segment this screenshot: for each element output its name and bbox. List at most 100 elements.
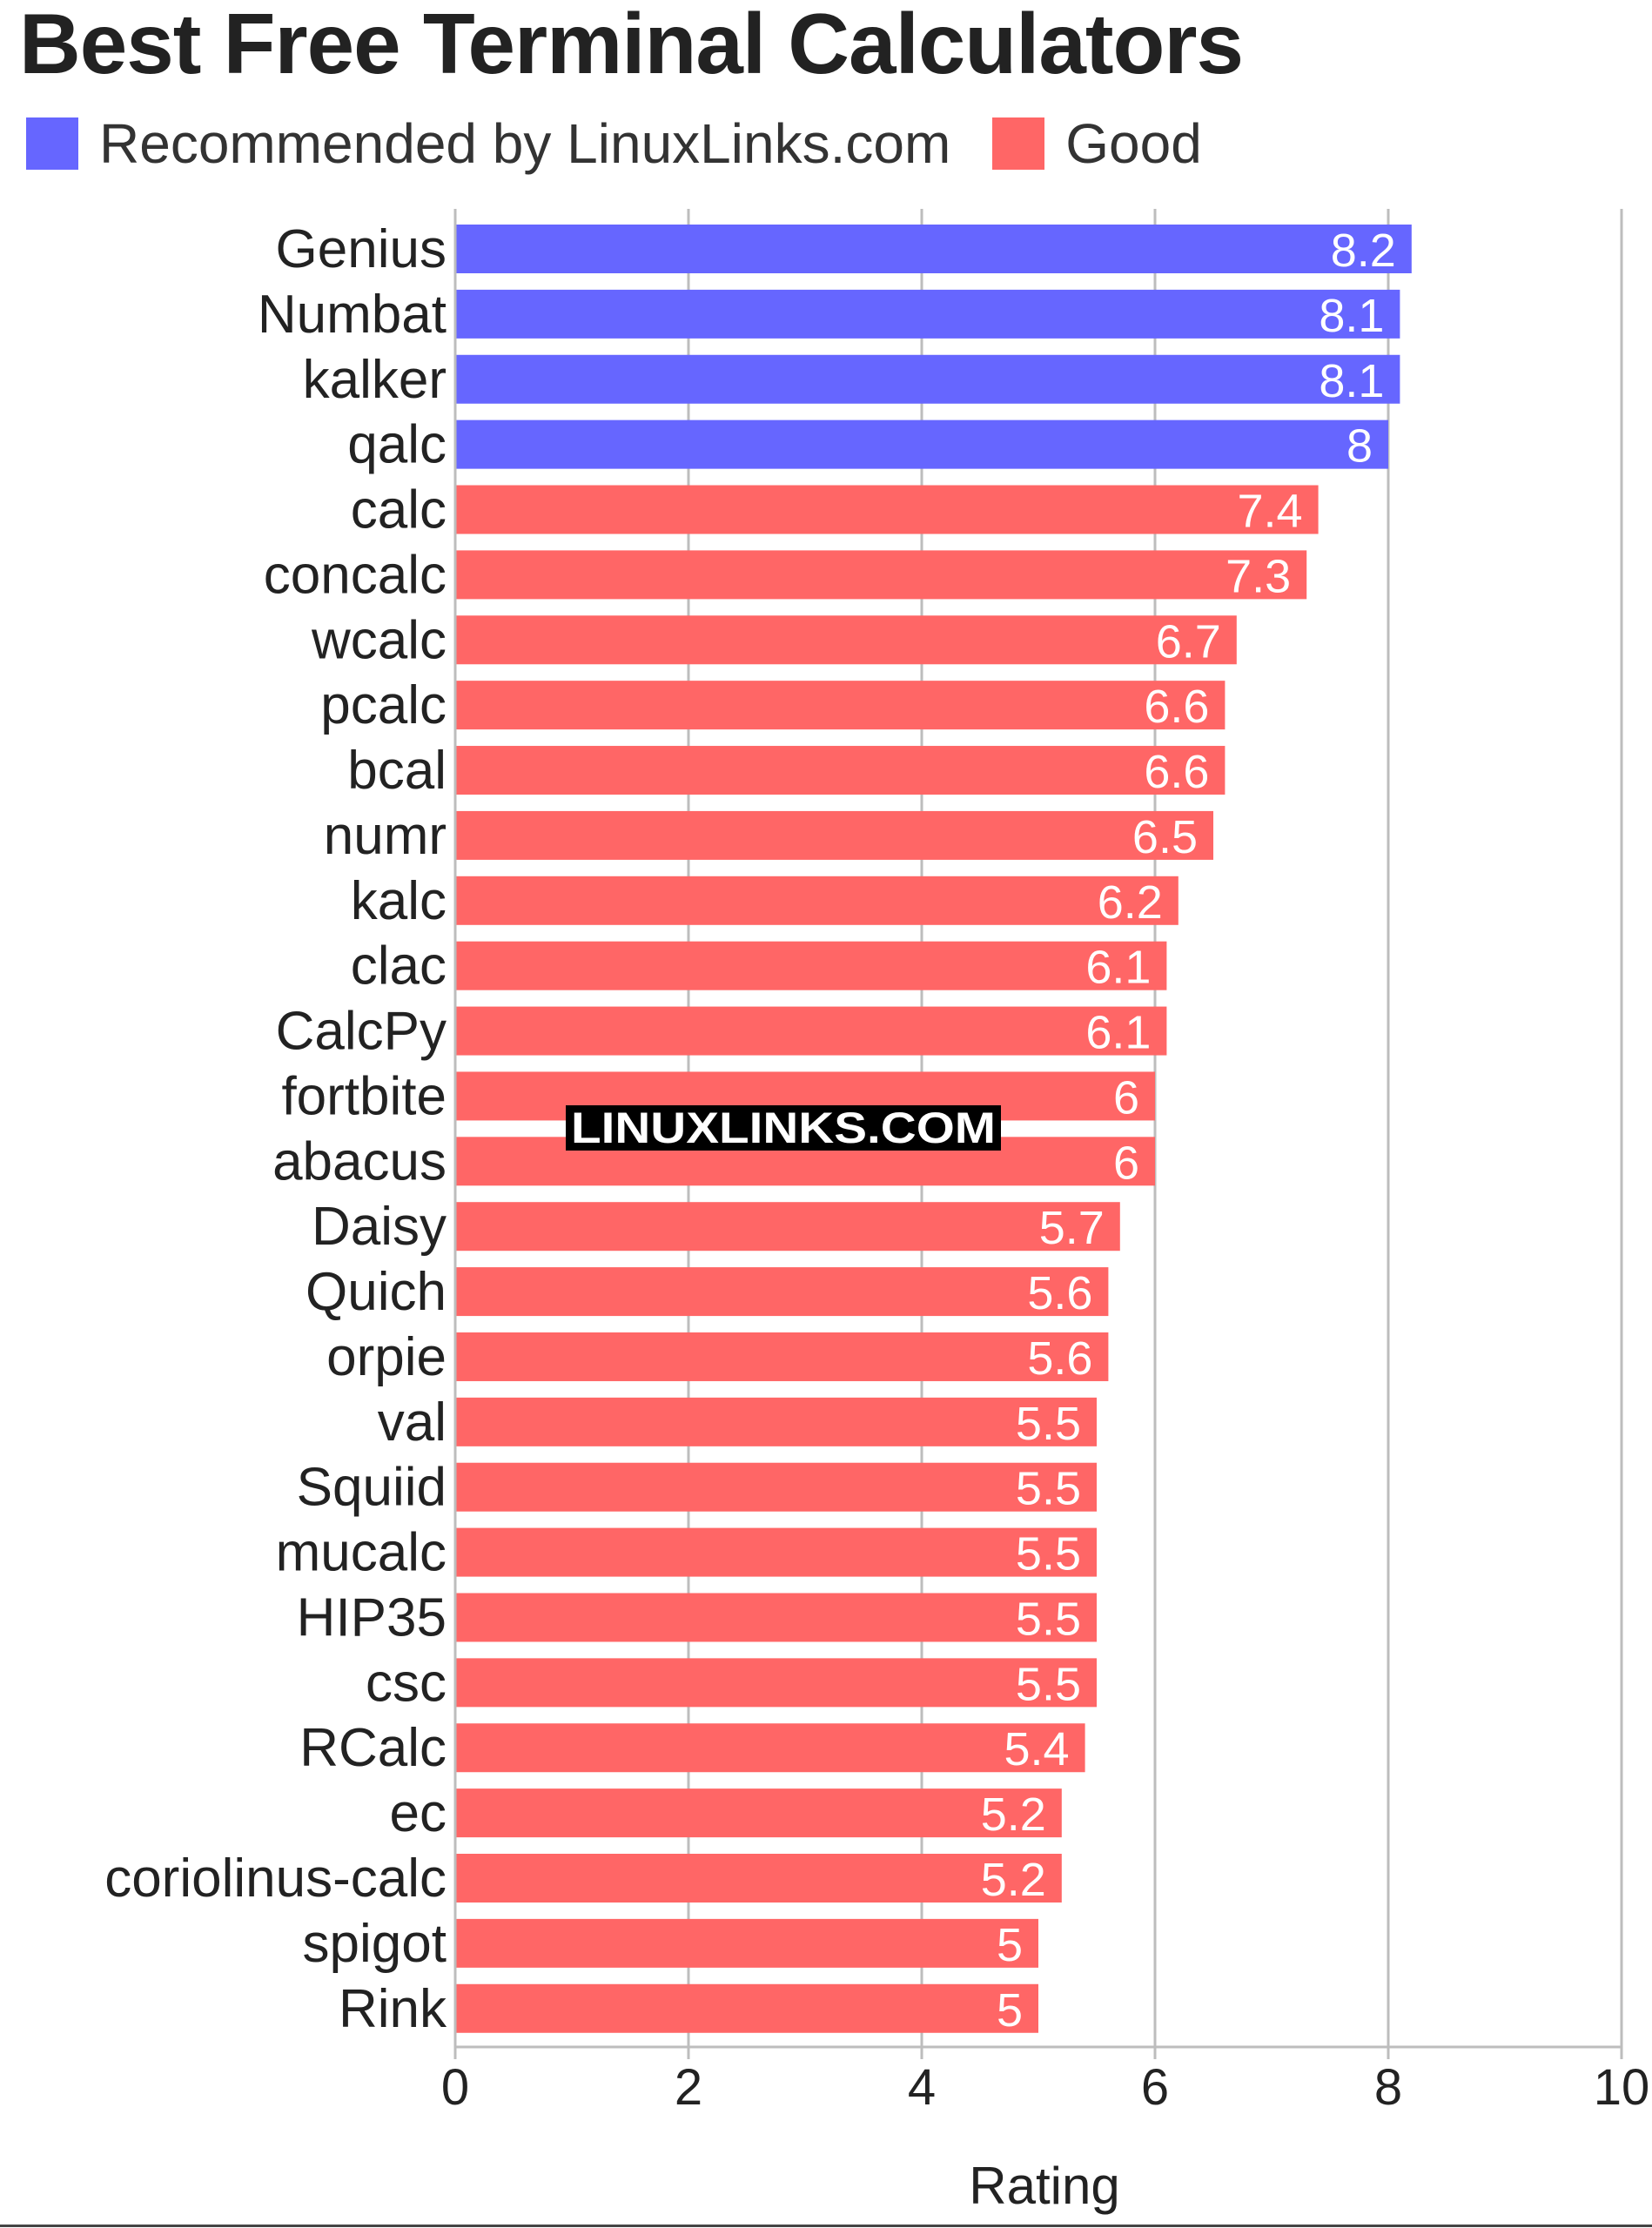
category-label: kalker — [303, 350, 447, 410]
legend-item-recommended: Recommended by LinuxLinks.com — [26, 111, 950, 176]
category-label: val — [378, 1392, 447, 1453]
data-label: 7.3 — [1226, 550, 1291, 602]
category-label: pcalc — [320, 675, 447, 735]
bar — [455, 550, 1307, 600]
category-label: Rink — [339, 1979, 447, 2039]
x-tick-label: 4 — [908, 2059, 936, 2116]
x-tick-label: 2 — [675, 2059, 702, 2116]
category-label: Numbat — [258, 285, 447, 345]
category-label: kalc — [351, 871, 447, 931]
bar — [455, 354, 1400, 404]
data-label: 5.5 — [1016, 1398, 1081, 1450]
legend-item-good: Good — [992, 111, 1202, 176]
data-label: 8 — [1346, 420, 1373, 473]
data-label: 5.2 — [981, 1788, 1046, 1841]
category-label: calc — [351, 480, 447, 540]
category-label: abacus — [272, 1131, 447, 1191]
data-label: 6 — [1113, 1137, 1139, 1189]
category-label: ec — [390, 1783, 447, 1843]
category-label: fortbite — [281, 1066, 447, 1126]
category-label: mucalc — [276, 1523, 447, 1583]
data-label: 7.4 — [1238, 486, 1303, 538]
bar — [455, 1332, 1109, 1381]
legend-swatch-good — [992, 117, 1045, 170]
chart-title: Best Free Terminal Calculators — [19, 0, 1244, 91]
data-label: 5 — [997, 1984, 1023, 2037]
bar — [455, 1462, 1097, 1512]
bar — [455, 810, 1213, 860]
category-label: orpie — [326, 1327, 447, 1387]
bar — [455, 225, 1412, 273]
category-label: Squiid — [297, 1458, 447, 1518]
chart-legend: Recommended by LinuxLinks.com Good — [26, 111, 1244, 176]
category-label: spigot — [303, 1914, 447, 1974]
data-label: 8.1 — [1319, 355, 1384, 407]
data-label: 5.6 — [1027, 1267, 1092, 1319]
data-label: 6 — [1113, 1071, 1139, 1124]
bar — [455, 1527, 1097, 1577]
data-label: 5.2 — [981, 1854, 1046, 1906]
data-label: 5.7 — [1039, 1202, 1105, 1254]
category-label: numr — [324, 806, 447, 866]
bar — [455, 1854, 1062, 1903]
bar — [455, 1267, 1109, 1317]
bar — [455, 1006, 1167, 1056]
data-label: 5.5 — [1016, 1593, 1081, 1645]
data-label: 6.2 — [1098, 876, 1163, 929]
bar — [455, 615, 1237, 665]
category-label: Daisy — [312, 1197, 447, 1257]
category-label: Quich — [306, 1262, 447, 1322]
bar — [455, 681, 1226, 730]
bar — [455, 1397, 1097, 1446]
data-label: 6.5 — [1132, 811, 1198, 863]
x-tick-label: 8 — [1374, 2059, 1402, 2116]
legend-label-recommended: Recommended by LinuxLinks.com — [99, 112, 951, 175]
bar — [455, 419, 1388, 469]
bar — [455, 876, 1179, 925]
x-tick-label: 6 — [1141, 2059, 1169, 2116]
bar — [455, 1723, 1085, 1773]
category-label: csc — [366, 1653, 447, 1713]
watermark-text: LINUXLINKS.COM — [571, 1104, 996, 1152]
category-label: coriolinus-calc — [104, 1849, 447, 1909]
data-label: 6.1 — [1085, 1007, 1151, 1059]
data-label: 5.5 — [1016, 1658, 1081, 1710]
data-label: 8.1 — [1319, 290, 1384, 342]
x-axis-title: Rating — [969, 2157, 1119, 2215]
bar — [455, 1788, 1062, 1838]
bottom-rule — [0, 2225, 1652, 2227]
bar — [455, 1202, 1120, 1252]
data-label: 6.6 — [1144, 681, 1209, 733]
data-label: 6.6 — [1144, 746, 1209, 798]
legend-label-good: Good — [1065, 112, 1202, 175]
bar — [455, 1983, 1038, 2033]
category-label: qalc — [347, 415, 447, 475]
category-label: concalc — [264, 545, 447, 605]
bar — [455, 485, 1319, 534]
category-label: wcalc — [311, 610, 447, 670]
data-label: 5.6 — [1027, 1332, 1092, 1385]
data-label: 8.2 — [1331, 225, 1396, 277]
bar — [455, 746, 1226, 795]
category-label: HIP35 — [297, 1587, 447, 1648]
x-tick-label: 10 — [1594, 2059, 1650, 2116]
category-label: Genius — [276, 219, 447, 279]
bar — [455, 289, 1400, 339]
data-label: 5 — [997, 1919, 1023, 1971]
data-label: 5.5 — [1016, 1463, 1081, 1515]
bar — [455, 1918, 1038, 1968]
category-label: bcal — [347, 741, 447, 801]
data-label: 5.4 — [1004, 1723, 1070, 1775]
data-label: 6.1 — [1085, 942, 1151, 994]
category-label: clac — [351, 936, 447, 997]
bar — [455, 1593, 1097, 1642]
data-label: 6.7 — [1156, 615, 1221, 668]
data-label: 5.5 — [1016, 1528, 1081, 1580]
bar — [455, 1658, 1097, 1708]
legend-swatch-recommended — [26, 117, 78, 170]
watermark-background — [566, 1105, 1001, 1151]
bar — [455, 941, 1167, 990]
x-tick-label: 0 — [441, 2059, 469, 2116]
category-label: CalcPy — [276, 1002, 447, 1062]
